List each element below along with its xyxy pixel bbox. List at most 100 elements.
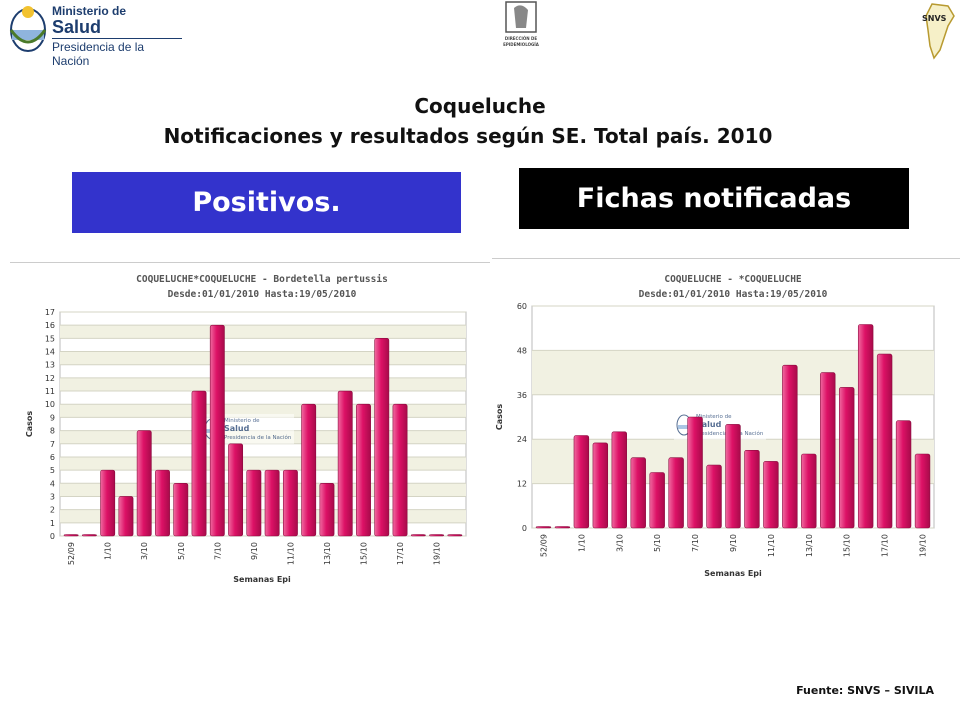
y-tick-label: 0 — [50, 532, 55, 541]
bar-13-10 — [319, 482, 335, 537]
y-axis-label: Casos — [25, 411, 34, 438]
center-logo-line-2: EPIDEMIOLOGÍA — [503, 42, 539, 47]
epidemiology-emblem-icon — [505, 1, 537, 33]
bar-1-10 — [573, 435, 590, 529]
snvs-logo: SNVS — [918, 2, 958, 60]
y-tick-label: 2 — [50, 506, 55, 515]
center-logo-line-1: DIRECCIÓN DE — [504, 36, 538, 41]
chart-date-range: Desde:01/01/2010 Hasta:19/05/2010 — [639, 289, 828, 300]
fichas-chart: COQUELUCHE - *COQUELUCHE Desde:01/01/2010… — [495, 274, 935, 578]
y-tick-label: 17 — [45, 308, 55, 317]
bar-12-10 — [301, 403, 317, 537]
ministerio-salud-logo: Ministerio de Salud Presidencia de la Na… — [6, 2, 182, 68]
bar-11-10 — [282, 469, 298, 537]
bar-5-10 — [649, 472, 665, 529]
x-tick-label: 9/10 — [729, 534, 738, 552]
fichas-notificadas-banner: Fichas notificadas — [519, 168, 909, 229]
y-tick-label: 5 — [50, 466, 55, 475]
bar-6-10 — [191, 390, 207, 537]
x-tick-label: 5/10 — [653, 534, 662, 552]
x-tick-label: 11/10 — [767, 534, 776, 557]
bar-2-10 — [118, 496, 134, 537]
y-tick-label: 36 — [517, 391, 527, 400]
watermark-crest-band — [678, 425, 690, 429]
bar-16-10 — [374, 338, 390, 537]
bar-8-10 — [228, 443, 244, 537]
y-tick-label: 4 — [50, 479, 55, 488]
divider-right — [492, 258, 960, 259]
bar-18-10 — [895, 420, 912, 529]
bar-5-10 — [173, 482, 189, 537]
x-tick-label: 3/10 — [615, 534, 624, 552]
bar-19-10 — [914, 453, 931, 529]
bar-2-10 — [592, 442, 609, 529]
y-tick-label: 15 — [45, 334, 55, 343]
y-tick-label: 10 — [45, 400, 55, 409]
page-title: Coqueluche — [414, 94, 546, 118]
x-tick-label: 7/10 — [691, 534, 700, 552]
x-tick-label: 19/10 — [919, 534, 928, 557]
y-tick-label: 60 — [517, 302, 527, 311]
x-tick-label: 1/10 — [104, 542, 113, 560]
divider-left — [10, 262, 490, 263]
y-tick-label: 16 — [45, 321, 55, 330]
y-tick-label: 7 — [50, 440, 55, 449]
logo-line-3: Presidencia de la Nación — [52, 38, 182, 68]
x-tick-label: 9/10 — [250, 542, 259, 560]
grid-band — [60, 377, 466, 392]
snvs-logo-text: SNVS — [922, 14, 947, 23]
bar-20-10 — [447, 534, 463, 537]
argentina-map-icon — [925, 3, 955, 60]
y-axis-label: Casos — [495, 404, 504, 431]
bar-15-10 — [356, 403, 371, 537]
x-axis-label: Semanas Epi — [233, 575, 291, 584]
grid-band — [60, 351, 466, 365]
source-note: Fuente: SNVS – SIVILA — [796, 684, 934, 697]
chart-title: COQUELUCHE - *COQUELUCHE — [664, 274, 802, 285]
bar-19-10 — [429, 534, 445, 537]
bar-17-10 — [392, 403, 408, 537]
watermark-line-1: Ministerio de — [696, 414, 732, 420]
y-tick-label: 12 — [45, 374, 55, 383]
bar-1-10 — [100, 469, 116, 537]
x-tick-label: 15/10 — [843, 534, 852, 557]
bar-4-10 — [630, 457, 646, 529]
y-tick-label: 48 — [517, 346, 527, 355]
bar-15-10 — [839, 387, 855, 529]
bar-7-10 — [209, 324, 225, 537]
watermark-line-1: Ministerio de — [224, 418, 260, 424]
x-tick-label: 7/10 — [213, 542, 222, 560]
x-axis-label: Semanas Epi — [704, 569, 762, 578]
positivos-banner: Positivos. — [72, 172, 461, 233]
y-tick-label: 13 — [45, 361, 55, 370]
direccion-epidemiologia-logo: DIRECCIÓN DE EPIDEMIOLOGÍA — [496, 0, 546, 50]
watermark-line-2: Salud — [224, 424, 250, 433]
watermark-line-3: Presidencia de la Nación — [224, 434, 292, 441]
bar-9-10 — [246, 469, 262, 537]
bar-53-09 — [554, 526, 571, 529]
bar-17-10 — [876, 353, 893, 529]
watermark-line-2: Salud — [696, 420, 722, 429]
grid-band — [532, 350, 934, 395]
grid-band — [60, 325, 466, 339]
bar-3-10 — [611, 431, 627, 529]
chart-date-range: Desde:01/01/2010 Hasta:19/05/2010 — [168, 289, 357, 300]
bar-7-10 — [687, 416, 703, 529]
y-tick-label: 1 — [50, 519, 55, 528]
x-tick-label: 19/10 — [433, 542, 442, 565]
x-tick-label: 13/10 — [323, 542, 332, 565]
y-tick-label: 8 — [50, 427, 55, 436]
y-tick-label: 12 — [517, 480, 527, 489]
x-tick-label: 1/10 — [577, 534, 586, 552]
bar-53-09 — [81, 534, 97, 537]
bar-6-10 — [668, 457, 684, 529]
y-tick-label: 11 — [45, 387, 55, 396]
page-subtitle: Notificaciones y resultados según SE. To… — [163, 124, 773, 148]
x-tick-label: 52/09 — [67, 542, 76, 565]
bar-13-10 — [801, 453, 817, 529]
bar-4-10 — [155, 469, 170, 537]
y-tick-label: 0 — [522, 524, 527, 533]
x-tick-label: 17/10 — [396, 542, 405, 565]
bar-14-10 — [820, 372, 836, 529]
bar-52-09 — [535, 526, 552, 529]
